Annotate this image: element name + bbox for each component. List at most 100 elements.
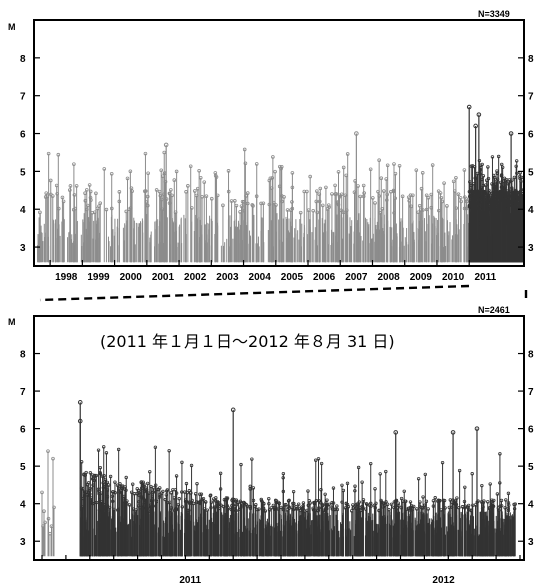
stem-marker: [323, 492, 327, 497]
stem-marker: [169, 188, 173, 192]
stem-marker: [412, 504, 416, 509]
stem-marker: [415, 507, 419, 511]
stem-marker: [385, 198, 389, 202]
y-tick-label-right: 5: [528, 462, 534, 473]
stem-marker: [324, 185, 328, 190]
stem-marker: [68, 184, 73, 188]
stem-marker: [451, 179, 456, 184]
stem-marker: [486, 176, 491, 181]
stem-marker: [317, 199, 322, 204]
stem-marker: [81, 487, 85, 491]
stem-marker: [495, 492, 500, 496]
stem-marker: [177, 497, 181, 501]
bottom-frame: [33, 315, 525, 561]
stem-marker: [511, 188, 516, 193]
stem-marker: [497, 508, 501, 513]
stem-marker: [193, 492, 198, 496]
stem-marker: [405, 507, 409, 511]
stem-marker: [141, 480, 145, 484]
stem-marker: [271, 155, 275, 159]
stem-marker: [334, 192, 339, 196]
period-text: (2011 年１月１日～2012 年８月 31 日): [100, 332, 395, 351]
stem-marker: [362, 191, 366, 195]
stem-marker: [486, 165, 490, 169]
stem-marker: [286, 499, 291, 503]
notable-marker: [77, 418, 83, 424]
x-tick-label: 2004: [249, 272, 272, 283]
x-tick-label: 2002: [184, 272, 207, 283]
stem-marker: [130, 189, 134, 194]
stem-marker: [148, 470, 152, 474]
y-tick-label: 3: [20, 243, 26, 254]
stem-marker: [288, 208, 293, 212]
stem-marker: [350, 509, 354, 513]
top-n-label: N=3349: [478, 9, 510, 19]
stem-marker: [385, 502, 390, 507]
stem-marker: [385, 163, 390, 168]
stem-marker: [174, 506, 178, 511]
y-tick-label: 4: [20, 205, 26, 216]
bottom-panel: M N=2461 3 3 4 4 5 5 6 6 7 7 8 8 2011 2012 (2011 年１月…: [8, 305, 534, 586]
stem-marker: [49, 524, 54, 529]
stem-marker: [261, 201, 266, 206]
stem-marker: [515, 195, 520, 200]
stem-marker: [201, 496, 206, 501]
stem-marker: [430, 163, 435, 167]
stem-marker: [330, 505, 334, 509]
stem-marker: [161, 489, 165, 494]
stem-marker: [445, 204, 449, 208]
stem-marker: [84, 470, 88, 475]
stem-marker: [396, 501, 400, 505]
stem-marker: [195, 186, 200, 191]
stem-marker: [378, 211, 383, 215]
stem-marker: [373, 487, 377, 491]
y-tick-label-right: 5: [528, 167, 534, 178]
stem-marker: [443, 506, 447, 510]
stem-marker: [408, 193, 413, 198]
stem-marker: [373, 201, 377, 205]
stem-marker: [290, 171, 295, 175]
stem-marker: [103, 482, 107, 487]
notable-marker: [473, 123, 478, 129]
stem-marker: [442, 181, 446, 185]
stem-marker: [330, 192, 334, 196]
stem-marker: [336, 170, 341, 174]
stem-marker: [251, 204, 255, 208]
stem-marker: [43, 520, 47, 525]
stem-marker: [169, 491, 173, 495]
stem-marker: [438, 499, 442, 503]
y-tick-label: 4: [20, 500, 26, 511]
stem-marker: [392, 162, 396, 166]
y-tick-label-right: 4: [528, 205, 534, 216]
stem-marker: [257, 507, 261, 511]
stem-marker: [50, 194, 55, 198]
notable-marker: [450, 430, 456, 435]
stem-marker: [148, 505, 153, 509]
stem-marker: [95, 206, 100, 211]
stem-marker: [251, 498, 256, 503]
stem-marker: [431, 499, 436, 503]
stem-marker: [469, 508, 473, 512]
stem-marker: [157, 493, 162, 497]
stem-marker: [242, 147, 247, 152]
stem-marker: [164, 489, 169, 493]
x-tick-label: 2001: [152, 272, 175, 283]
stem-marker: [314, 458, 318, 462]
stem-marker: [279, 164, 284, 169]
stem-marker: [40, 490, 44, 495]
stem-marker: [315, 189, 319, 193]
stem-marker: [208, 494, 212, 498]
stem-marker: [423, 472, 428, 477]
stem-marker: [279, 166, 283, 171]
stem-marker: [345, 481, 350, 486]
stem-marker: [463, 506, 467, 510]
stem-marker: [391, 189, 396, 194]
stem-marker: [185, 491, 189, 495]
stem-marker: [298, 210, 303, 215]
stem-marker: [97, 204, 101, 209]
stem-marker: [497, 201, 502, 205]
stem-marker: [320, 203, 325, 208]
stem-marker: [135, 491, 139, 496]
top-panel: M N=3349 3 3 4 4 5 5 6 6 7 7 8 8 1998 1999 2000 2001 20…: [8, 9, 534, 283]
stem-marker: [369, 501, 373, 506]
